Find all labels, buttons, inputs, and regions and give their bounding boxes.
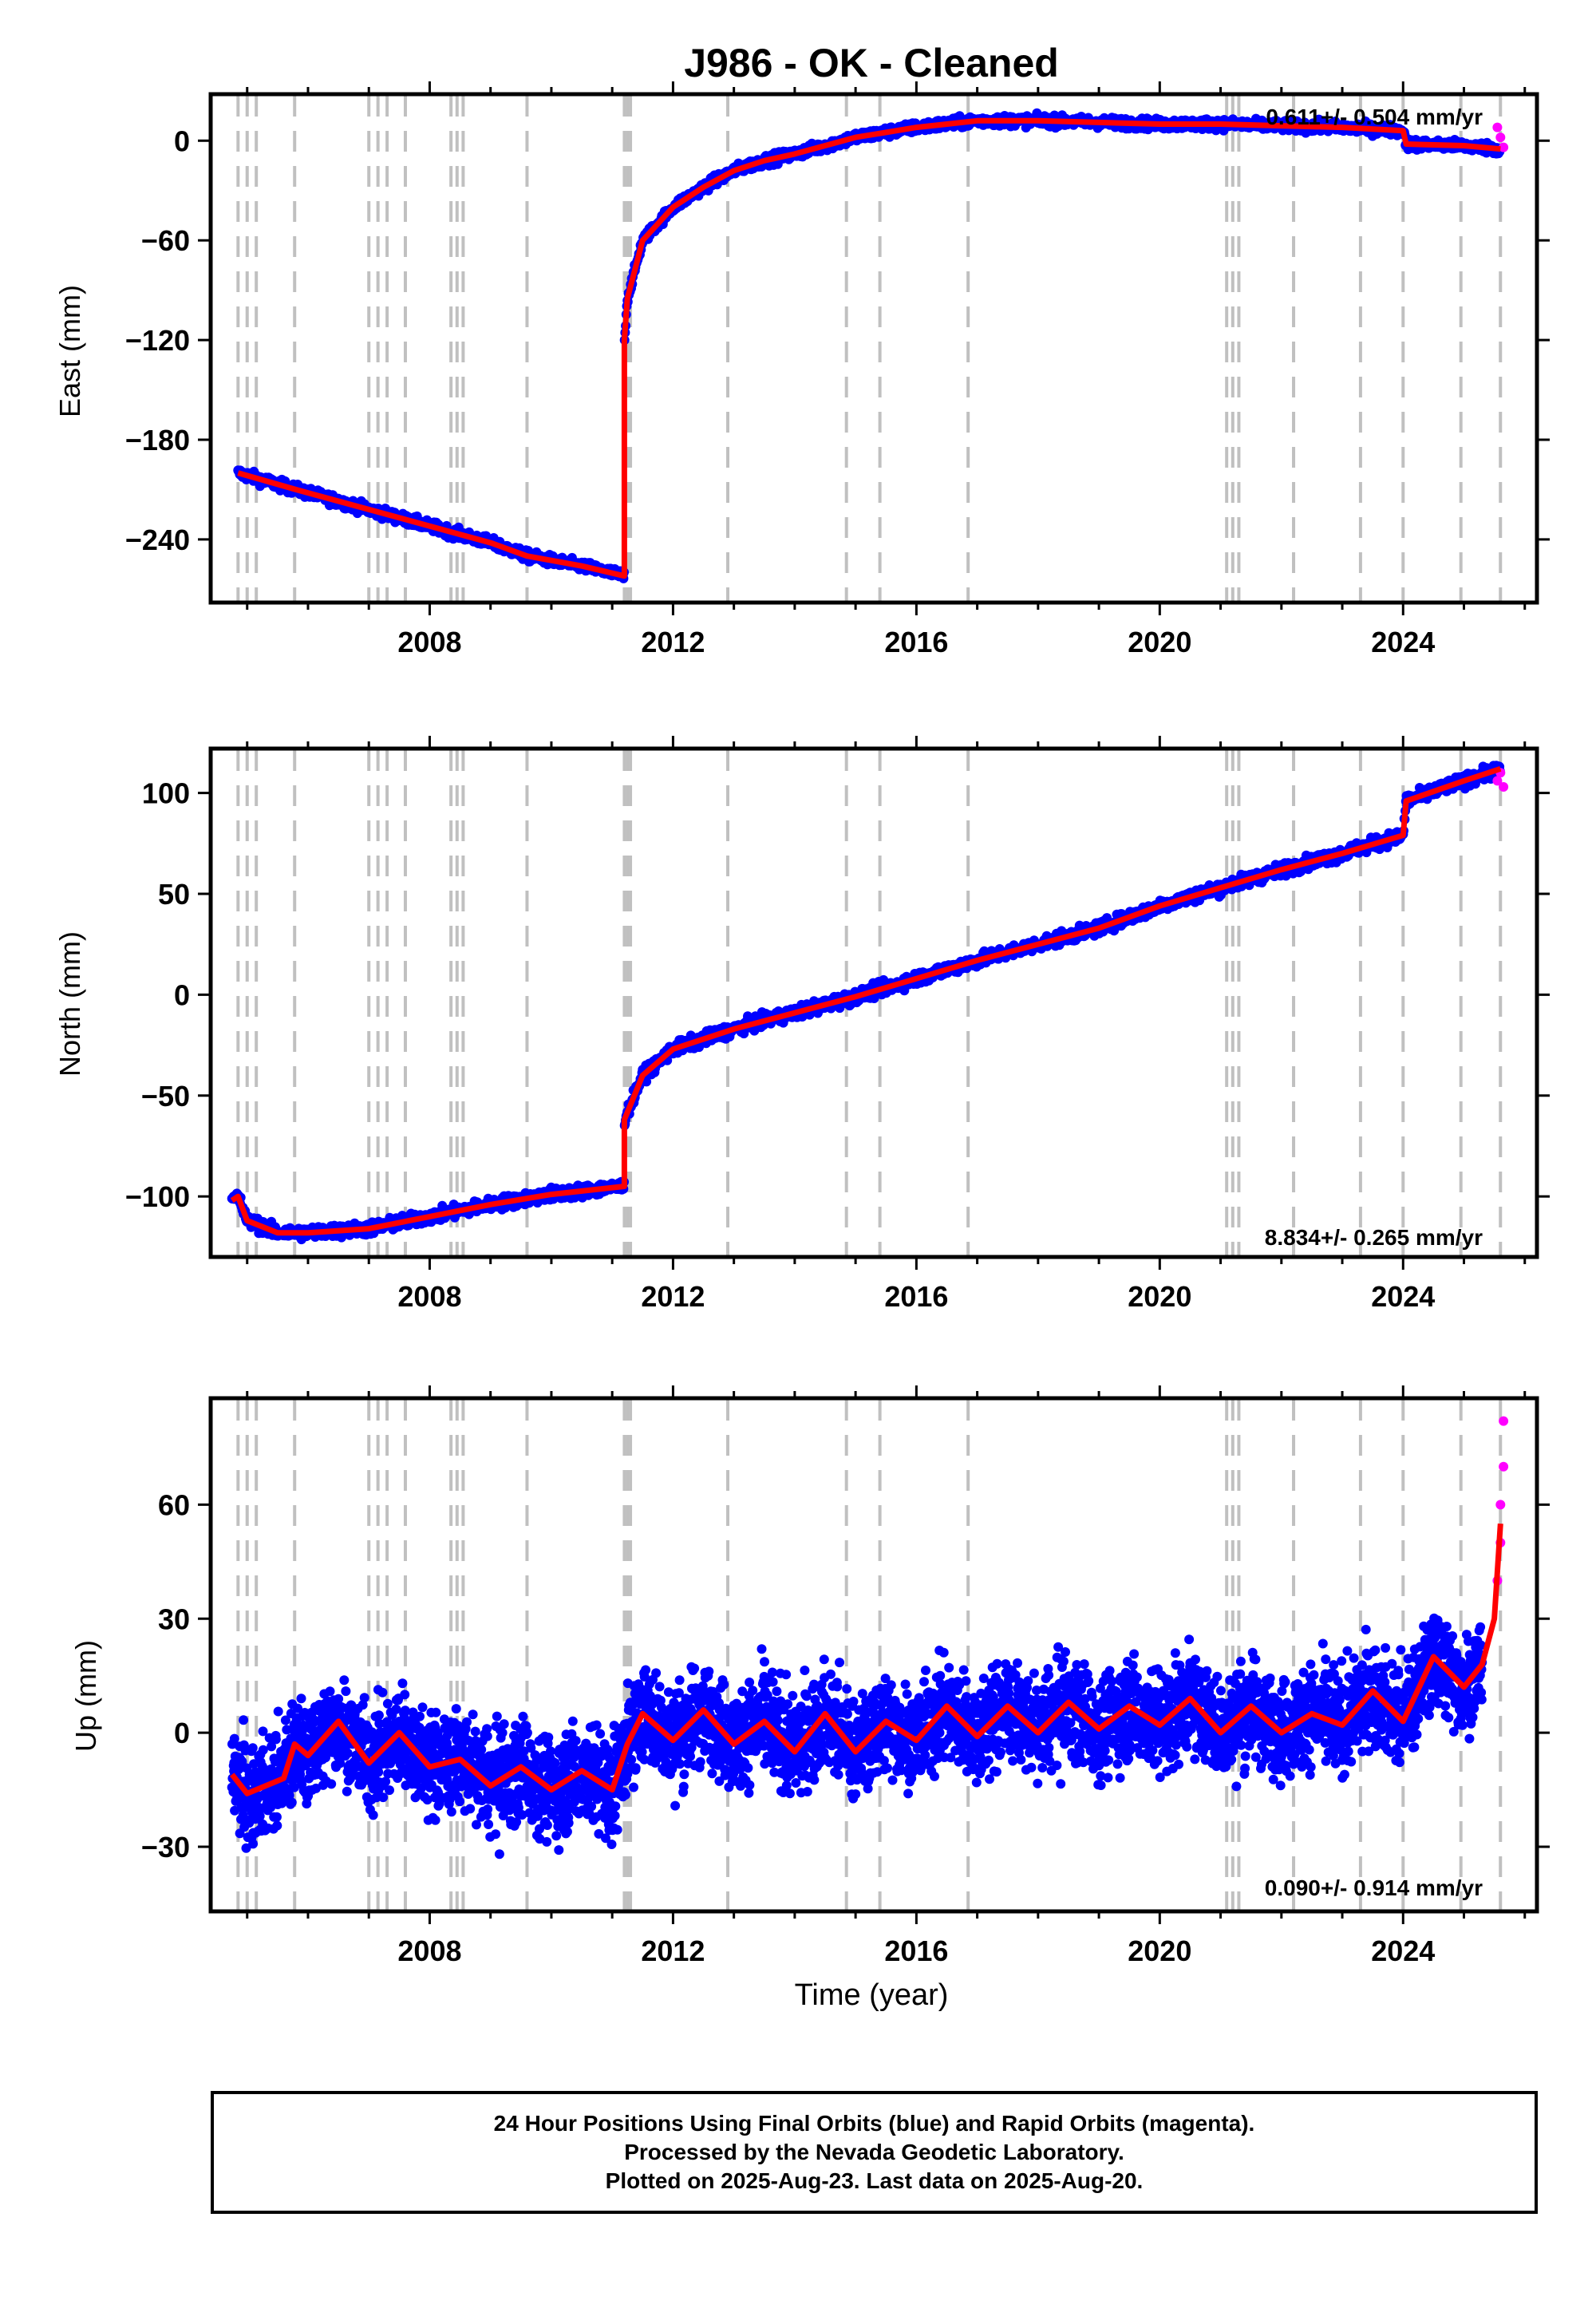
figure-title: J986 - OK - Cleaned xyxy=(684,41,1059,85)
up-panel: Up (mm) 2008 2012 2016 2020 202460300−300.09… xyxy=(69,1385,1550,1967)
north-rapid-point xyxy=(1499,782,1509,792)
north-panel: North (mm) 2008 2012 2016 2020 2024 100 50 0 −50… xyxy=(53,736,1550,1313)
east-model-line xyxy=(237,117,1501,579)
east-x-tick-label: 2024 xyxy=(1371,626,1435,658)
north-rate-label: 8.834+/- 0.265 mm/yr xyxy=(1265,1225,1483,1250)
north-x-tick-label: 2016 xyxy=(884,1280,948,1313)
north-y-tick-label: 0 xyxy=(174,978,190,1011)
north-y-tick-label: −100 xyxy=(125,1180,190,1213)
north-x-tick-label: 2012 xyxy=(641,1280,705,1313)
north-x-tick-label: 2024 xyxy=(1371,1280,1435,1313)
east-panel: East (mm) 2008 2012 2016 2020 2024 0 −60 −120 −1… xyxy=(53,81,1550,658)
east-y-tick-label: −240 xyxy=(125,524,190,556)
east-x-tick-label: 2012 xyxy=(641,626,705,658)
east-y-tick-label: 0 xyxy=(174,124,190,157)
north-y-tick-label: −50 xyxy=(141,1080,190,1113)
east-y-axis-label: East (mm) xyxy=(53,285,86,417)
east-y-tick-label: −180 xyxy=(125,424,190,456)
north-y-tick-label: 50 xyxy=(158,878,190,911)
east-x-tick-label: 2020 xyxy=(1128,626,1191,658)
north-y-tick-label: 100 xyxy=(142,777,190,810)
east-x-tick-label: 2016 xyxy=(884,626,948,658)
up-final-point xyxy=(239,1715,249,1725)
east-rate-label: 0.611+/- 0.504 mm/yr xyxy=(1266,105,1483,129)
north-x-tick-label: 2020 xyxy=(1128,1280,1191,1313)
east-y-tick-label: −120 xyxy=(125,324,190,357)
east-rapid-point xyxy=(1492,122,1503,132)
north-x-tick-label: 2008 xyxy=(397,1280,461,1313)
up-y-axis-label: Up (mm) xyxy=(69,1640,102,1752)
up-final-point xyxy=(248,1839,259,1849)
east-x-tick-label: 2008 xyxy=(397,626,461,658)
east-y-tick-label: −60 xyxy=(141,224,190,257)
up-final-point xyxy=(247,1743,258,1753)
north-y-axis-label: North (mm) xyxy=(53,931,86,1077)
east-rapid-point xyxy=(1495,132,1506,143)
up-final-point xyxy=(258,1745,268,1755)
